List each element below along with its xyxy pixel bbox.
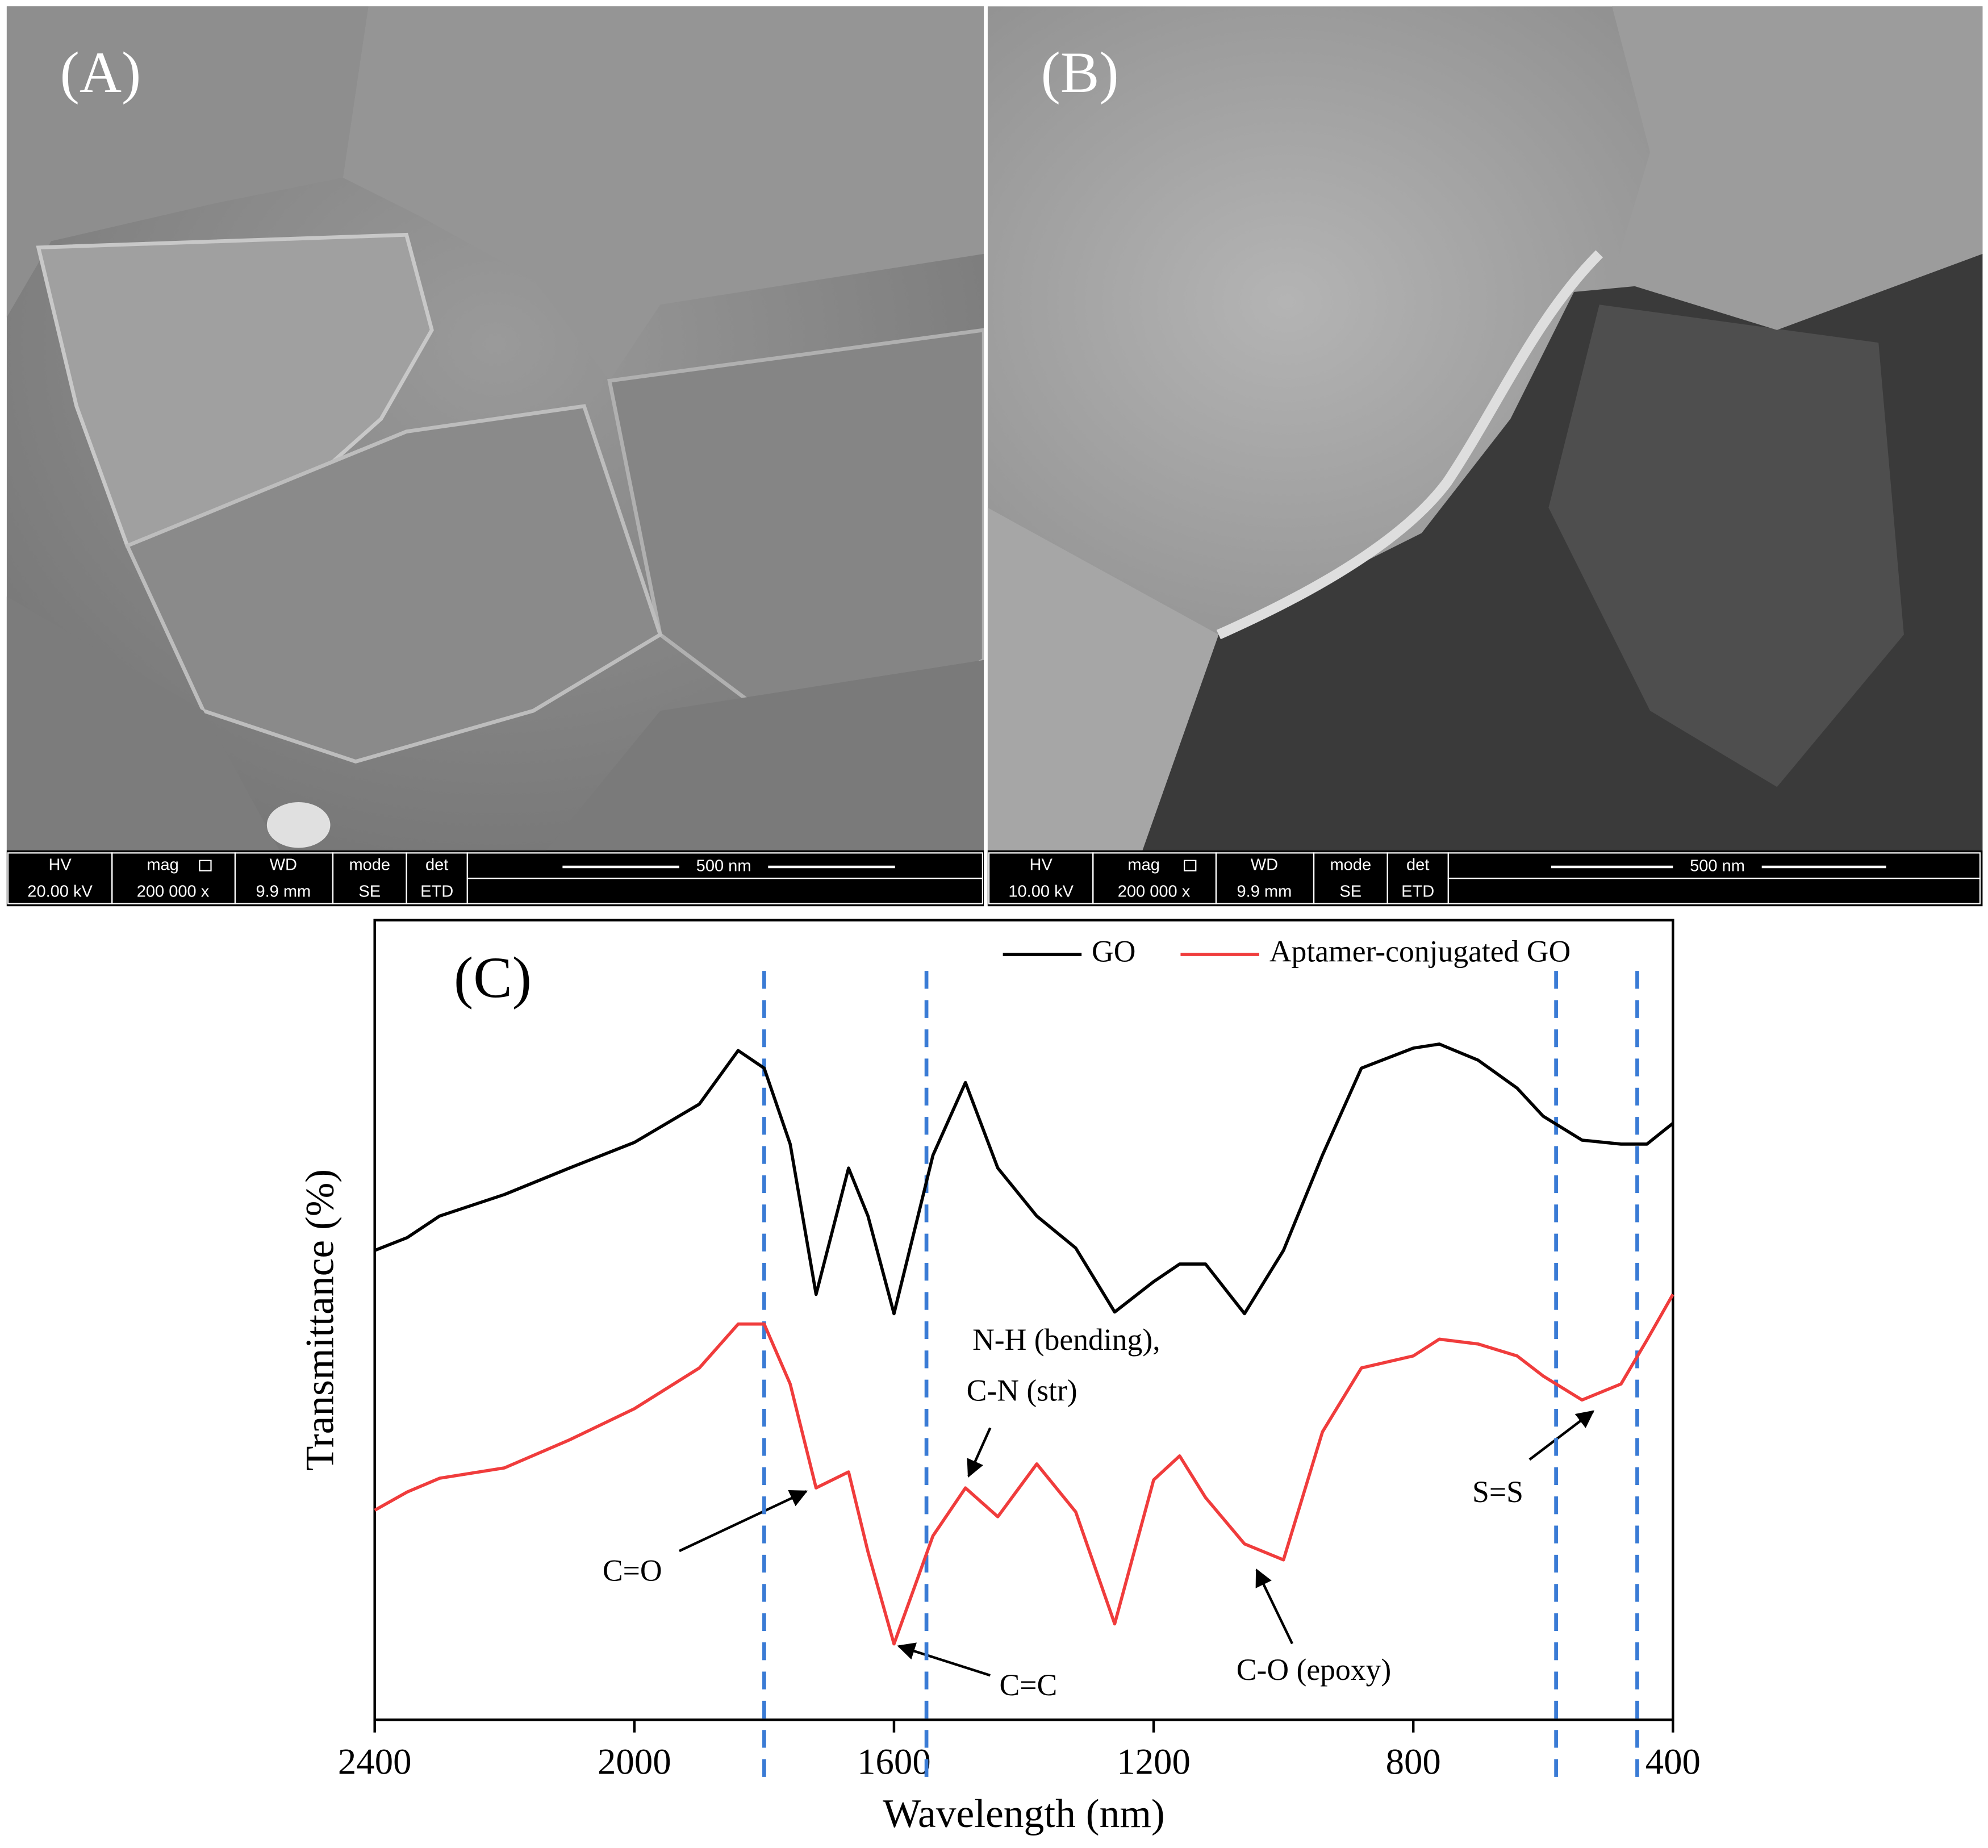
series-line [374, 1042, 1674, 1316]
info-header: HV [48, 856, 72, 874]
sem-image-b [987, 6, 1983, 850]
info-value: ETD [1401, 882, 1434, 900]
info-value: SE [358, 882, 381, 900]
x-tick-label: 1600 [857, 1742, 931, 1783]
annotation: C=C [999, 1668, 1057, 1702]
info-header: mode [1330, 856, 1371, 874]
info-header: det [1406, 856, 1429, 874]
panel-label: (B) [1041, 40, 1119, 105]
info-value: 20.00 kV [27, 882, 93, 900]
x-tick-label: 400 [1645, 1742, 1701, 1783]
annotation: N-H (bending), [972, 1323, 1160, 1357]
legend-label: GO [1092, 934, 1135, 968]
info-value: SE [1339, 882, 1361, 900]
info-header: WD [1251, 856, 1278, 874]
annotation: C-O (epoxy) [1237, 1653, 1391, 1687]
info-value: 9.9 mm [1237, 882, 1292, 900]
info-header: mode [349, 856, 390, 874]
info-header: det [425, 856, 448, 874]
info-header: mag [147, 856, 178, 874]
sem-info-bar-a [6, 850, 984, 907]
annotation-arrows [678, 1410, 1595, 1677]
y-axis-title: Transmittance (%) [298, 1169, 343, 1471]
series-line [374, 1294, 1674, 1646]
annotation: C=O [603, 1554, 662, 1588]
plot-frame [373, 919, 1674, 1721]
info-header: WD [270, 856, 297, 874]
x-tick-label: 2400 [338, 1742, 412, 1783]
info-value: ETD [420, 882, 453, 900]
info-value: 200 000 x [137, 882, 210, 900]
scale-label: 500 nm [696, 857, 751, 875]
x-tick-label: 800 [1386, 1742, 1441, 1783]
sem-image-a [6, 6, 984, 850]
panel-label: (C) [454, 945, 532, 1010]
info-value: 9.9 mm [256, 882, 311, 900]
annotation: C-N (str) [967, 1373, 1077, 1407]
panel-label: (A) [60, 40, 141, 105]
info-header: mag [1127, 856, 1159, 874]
x-axis-title: Wavelength (nm) [883, 1791, 1164, 1836]
legend-label: Aptamer-conjugated GO [1269, 934, 1571, 968]
x-tick-label: 2000 [598, 1742, 671, 1783]
info-value: 200 000 x [1118, 882, 1191, 900]
x-tick-label: 1200 [1117, 1742, 1191, 1783]
annotation: S=S [1472, 1475, 1523, 1509]
info-header: HV [1029, 856, 1053, 874]
info-value: 10.00 kV [1008, 882, 1074, 900]
scale-label: 500 nm [1690, 857, 1745, 875]
sem-info-bar-b [987, 850, 1983, 907]
